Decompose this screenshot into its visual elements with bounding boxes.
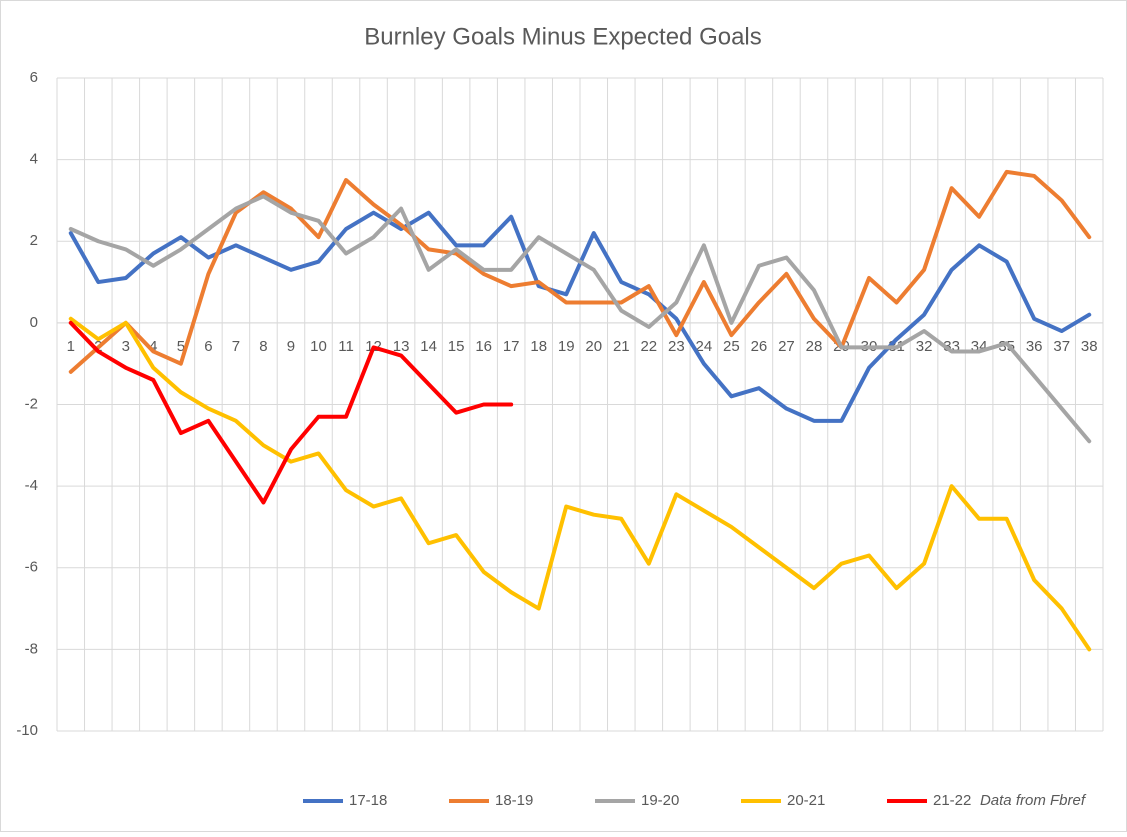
series-line [68,320,514,505]
annotation: Data from Fbref [980,792,1087,809]
x-tick-label: 15 [448,338,465,355]
x-tick-label: 19 [558,338,575,355]
legend-label: 21-22 [933,792,971,809]
y-tick-label: 2 [30,232,38,249]
x-tick-label: 28 [806,338,823,355]
legend-label: 20-21 [787,792,825,809]
x-tick-label: 17 [503,338,520,355]
y-tick-label: 4 [30,151,38,168]
legend-label: 18-19 [495,792,533,809]
x-tick-label: 32 [916,338,933,355]
chart-title: Burnley Goals Minus Expected Goals [364,23,762,50]
y-tick-label: 0 [30,314,38,331]
legend-label: 19-20 [641,792,679,809]
x-tick-label: 11 [338,338,354,355]
x-tick-label: 26 [751,338,768,355]
y-tick-label: 6 [30,69,38,86]
x-tick-label: 18 [530,338,547,355]
y-tick-label: -4 [25,477,38,494]
x-tick-label: 4 [149,338,157,355]
series-line [68,194,1092,444]
x-tick-label: 7 [232,338,240,355]
x-tick-label: 13 [393,338,410,355]
legend-label: 17-18 [349,792,387,809]
x-tick-label: 23 [668,338,685,355]
x-tick-label: 24 [696,338,713,355]
x-tick-label: 20 [585,338,602,355]
y-tick-label: -6 [25,559,38,576]
x-tick-label: 9 [287,338,295,355]
series-line [68,316,1092,652]
x-tick-label: 36 [1026,338,1043,355]
x-tick-label: 37 [1053,338,1070,355]
y-tick-label: -8 [25,640,38,657]
x-tick-label: 10 [310,338,327,355]
x-tick-label: 38 [1081,338,1098,355]
x-tick-label: 21 [613,338,630,355]
x-tick-label: 3 [122,338,130,355]
x-tick-label: 14 [420,338,437,355]
x-tick-label: 8 [259,338,267,355]
x-tick-label: 22 [640,338,657,355]
y-tick-label: -2 [25,395,38,412]
x-tick-label: 27 [778,338,795,355]
x-tick-label: 16 [475,338,492,355]
x-tick-label: 1 [67,338,75,355]
x-tick-label: 25 [723,338,740,355]
x-tick-label: 5 [177,338,185,355]
y-tick-label: -10 [16,722,38,739]
series-line [68,169,1092,374]
x-tick-label: 6 [204,338,212,355]
